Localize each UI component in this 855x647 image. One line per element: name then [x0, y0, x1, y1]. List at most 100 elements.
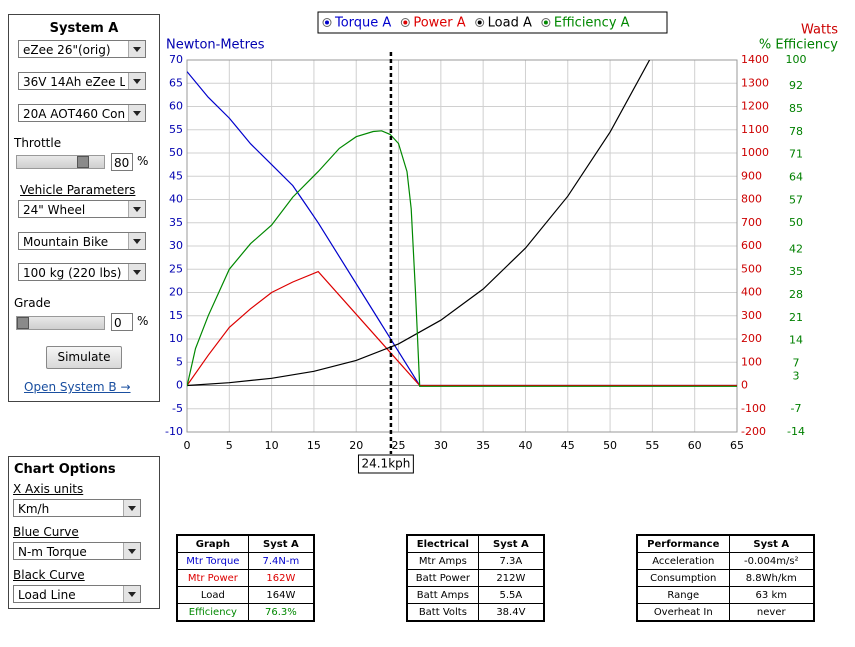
dropdown[interactable]: Km/h — [13, 499, 141, 517]
throttle-input[interactable]: 80 — [111, 153, 133, 171]
dropdown[interactable]: 24" Wheel — [18, 200, 146, 218]
legend-dot — [403, 20, 408, 25]
y-tick-label: -5 — [172, 402, 183, 415]
open-system-b-link[interactable]: Open System B → — [24, 380, 131, 394]
y3-tick-label: 28 — [789, 288, 803, 301]
dropdown-arrow — [128, 201, 145, 217]
table-cell: 76.3% — [247, 603, 315, 622]
y2-tick-label: 900 — [741, 169, 762, 182]
y3-tick-label: 42 — [789, 242, 803, 255]
x-tick-label: 30 — [434, 439, 448, 452]
table-row: Consumption 8.8Wh/km — [636, 569, 815, 587]
option-label: Black Curve — [13, 568, 85, 582]
dropdown[interactable]: 20A AOT460 Cont — [18, 104, 146, 122]
y2-tick-label: 100 — [741, 355, 762, 368]
grade-label: Grade — [14, 296, 51, 310]
y-tick-label: 30 — [169, 239, 183, 252]
table-row: Range 63 km — [636, 586, 815, 604]
table-cell: Batt Power — [406, 569, 479, 587]
y-axis-title: Newton-Metres — [166, 38, 265, 53]
y3-tick-label: 7 — [793, 356, 800, 369]
dropdown[interactable]: Mountain Bike — [18, 231, 146, 250]
table-row: Batt Volts 38.4V — [406, 603, 545, 622]
y2-tick-label: -200 — [741, 425, 766, 438]
dropdown-text: 20A AOT460 Cont — [23, 107, 125, 121]
y2-tick-label: 0 — [741, 379, 748, 392]
slider[interactable] — [16, 316, 105, 330]
table-row: Acceleration -0.004m/s² — [636, 552, 815, 570]
table-row: Performance Syst A — [636, 534, 815, 553]
legend-dot — [543, 20, 548, 25]
y2-axis-title: Watts — [801, 23, 838, 38]
legend-box — [317, 11, 668, 34]
dropdown-text: eZee 26"(orig) — [23, 43, 111, 57]
legend-label: Power A — [413, 16, 465, 31]
y2-tick-label: 500 — [741, 262, 762, 275]
y3-tick-label: 92 — [789, 79, 803, 92]
y-tick-label: 55 — [169, 123, 183, 136]
table-cell: Acceleration — [636, 552, 730, 570]
dropdown[interactable]: 36V 14Ah eZee Li — [18, 72, 146, 90]
dropdown[interactable]: 100 kg (220 lbs) G — [18, 263, 146, 281]
dropdown-arrow — [123, 543, 140, 559]
x-tick-label: 45 — [561, 439, 575, 452]
table-cell: 7.4N-m — [247, 552, 315, 570]
y3-tick-label: 50 — [789, 216, 803, 229]
y-tick-label: 20 — [169, 286, 183, 299]
slider-thumb[interactable] — [17, 317, 29, 329]
table-cell: never — [728, 603, 815, 622]
y3-tick-label: 35 — [789, 265, 803, 278]
dropdown-text: 100 kg (220 lbs) G — [23, 266, 125, 280]
grade-input[interactable]: 0 — [111, 313, 133, 331]
series-line — [187, 130, 737, 387]
x-tick-label: 65 — [730, 439, 744, 452]
y2-tick-label: 600 — [741, 239, 762, 252]
y3-tick-label: 21 — [789, 311, 803, 324]
slider[interactable] — [16, 155, 105, 169]
dropdown-text: 24" Wheel — [23, 203, 86, 217]
table-cell: Mtr Torque — [176, 552, 249, 570]
y2-tick-label: 800 — [741, 193, 762, 206]
data-table: Performance Syst A Acceleration -0.004m/s² C… — [636, 534, 815, 622]
dropdown[interactable]: eZee 26"(orig) — [18, 40, 146, 58]
dropdown[interactable]: N-m Torque — [13, 542, 141, 560]
table-cell: -0.004m/s² — [728, 552, 815, 570]
cursor-label: 24.1kph — [361, 457, 410, 471]
table-cell: 162W — [247, 569, 315, 587]
slider-thumb[interactable] — [77, 156, 89, 168]
table-row: Batt Power 212W — [406, 569, 545, 587]
y-tick-label: 10 — [169, 332, 183, 345]
table-cell: Graph — [176, 534, 249, 553]
table-cell: 38.4V — [477, 603, 545, 622]
table-cell: Performance — [636, 534, 730, 553]
table-cell: Syst A — [247, 534, 315, 553]
y-tick-label: 50 — [169, 146, 183, 159]
dropdown-text: Km/h — [18, 502, 50, 516]
y3-tick-label: 78 — [789, 125, 803, 138]
percent-sign: % — [137, 314, 149, 328]
plot-border — [186, 59, 738, 433]
cursor-label-box — [357, 454, 414, 474]
option-label: Blue Curve — [13, 525, 79, 539]
table-row: Efficiency 76.3% — [176, 603, 315, 622]
table-cell: Electrical — [406, 534, 479, 553]
y-tick-label: -10 — [165, 425, 183, 438]
y3-tick-label: 57 — [789, 193, 803, 206]
table-cell: Syst A — [728, 534, 815, 553]
table-cell: Overheat In — [636, 603, 730, 622]
dropdown-arrow — [128, 73, 145, 89]
simulate-button[interactable]: Simulate — [46, 346, 122, 369]
dropdown-arrow — [123, 500, 140, 516]
dropdown-arrow — [128, 232, 145, 249]
y3-tick-label: 71 — [789, 148, 803, 161]
table-cell: Consumption — [636, 569, 730, 587]
panel-title: System A — [49, 21, 119, 36]
dropdown[interactable]: Load Line — [13, 585, 141, 603]
x-tick-label: 50 — [603, 439, 617, 452]
dropdown-text: Mountain Bike — [23, 234, 109, 249]
y2-tick-label: 1000 — [741, 146, 769, 159]
vehicle-link[interactable]: Vehicle Parameters — [20, 183, 136, 197]
y2-tick-label: 700 — [741, 216, 762, 229]
table-row: Load 164W — [176, 586, 315, 604]
series-line — [187, 270, 737, 387]
